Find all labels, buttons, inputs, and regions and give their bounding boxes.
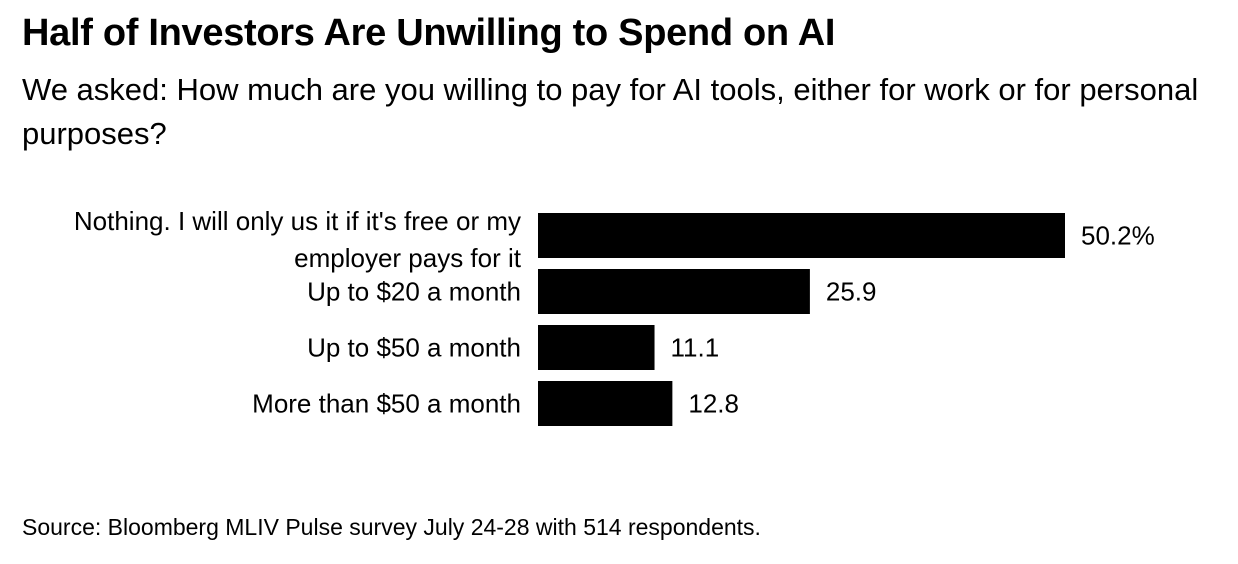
chart-subtitle: We asked: How much are you willing to pa…	[22, 72, 1199, 151]
data-label: 50.2%	[1081, 221, 1155, 251]
bar	[538, 213, 1065, 258]
category-label: Nothing. I will only us it if it's free …	[74, 206, 521, 236]
category-label: More than $50 a month	[252, 389, 521, 419]
bar	[538, 269, 810, 314]
category-label: Up to $50 a month	[307, 333, 521, 363]
category-label: employer pays for it	[294, 243, 522, 273]
data-label: 11.1	[671, 333, 720, 363]
source-note: Source: Bloomberg MLIV Pulse survey July…	[22, 514, 761, 540]
data-label: 25.9	[826, 277, 877, 307]
bar-chart: 50.2% Nothing. I will only us it if it's …	[74, 206, 1155, 426]
bar	[538, 381, 673, 426]
chart-title: Half of Investors Are Unwilling to Spend…	[22, 12, 836, 54]
bar	[538, 325, 655, 370]
category-label: Up to $20 a month	[307, 277, 521, 307]
data-label: 12.8	[688, 389, 739, 419]
